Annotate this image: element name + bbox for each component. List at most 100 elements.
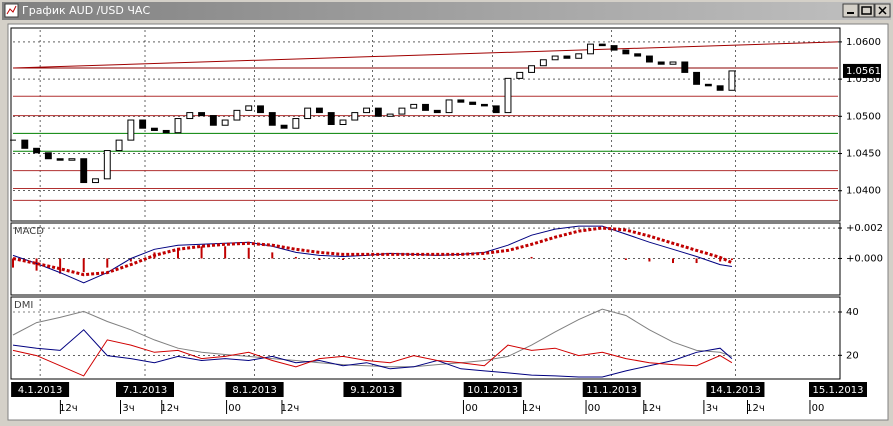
maximize-button[interactable] [858,3,875,18]
candle [44,152,52,160]
candle [704,83,712,87]
candle [551,55,559,61]
date-label: 14.1.2013 [710,385,761,396]
date-label: 4.1.2013 [18,385,63,396]
candle [127,119,135,141]
hour-label: 00 [812,403,825,414]
hour-label: 12ч [281,403,300,414]
candle [198,112,206,117]
y-tick-label: 1.0600 [846,37,881,48]
minimize-button[interactable] [842,3,859,18]
y-tick-label: 1.0500 [846,111,881,122]
candle [339,119,347,125]
candle [68,158,76,161]
candle [257,105,264,114]
candle [315,107,323,114]
candle [186,112,194,120]
candle [410,103,418,109]
candle [80,158,88,184]
candle [221,119,229,126]
hour-label: 12ч [522,403,541,414]
date-label-box [706,382,765,397]
hour-label: 12ч [746,403,765,414]
y-tick-label: 1.0400 [846,186,881,197]
candle [480,103,488,107]
title-bar [2,2,891,20]
window-icon-glyph [6,5,17,15]
candle [445,99,453,114]
candle [327,112,335,126]
candle [233,109,241,121]
indicator-line [12,226,733,277]
candle [398,107,406,115]
candle [150,127,158,131]
indicator-line [12,329,733,378]
candle [693,71,701,85]
candle [469,101,477,105]
candle [492,105,500,114]
candle [610,45,618,51]
hour-label: 00 [465,403,478,414]
candle [292,118,300,129]
candle [363,107,371,114]
y-tick-label: 1.0550 [846,74,881,85]
date-label: 15.1.2013 [813,385,864,396]
candle [539,59,547,67]
candle [645,55,653,63]
candle [374,107,382,117]
panel-frame [10,27,841,222]
hour-label: 3ч [706,403,718,414]
hour-label: 12ч [642,403,661,414]
y-tick-label: +0.002 [846,223,883,234]
candle [386,113,394,117]
candle [634,53,642,57]
window-title: График AUD /USD ЧАС [22,4,150,17]
candle [33,147,41,154]
candle [528,65,536,73]
candle [622,49,630,55]
candle [457,99,465,103]
hour-label: 00 [588,403,601,414]
candle [209,115,217,126]
candle [162,129,170,134]
hour-label: 12ч [59,403,78,414]
candle [728,70,736,91]
candle [280,124,288,129]
date-label: 10.1.2013 [467,385,518,396]
candle [268,112,276,126]
candle [115,139,123,152]
y-tick-label: 40 [846,307,859,318]
chart-area [7,23,889,421]
date-label: 8.1.2013 [232,385,277,396]
date-label: 7.1.2013 [123,385,168,396]
candle [575,53,583,59]
hour-label: 00 [228,403,241,414]
candle [422,103,429,111]
candle [681,61,689,73]
candle [103,150,111,180]
panel-frame [10,296,841,380]
date-label-box [225,382,284,397]
candle [56,158,64,161]
candle [351,112,359,121]
candle [669,61,677,65]
close-button[interactable] [874,3,891,18]
candle [21,139,29,149]
panel-label: DMI [14,300,33,311]
date-label-box [116,382,174,397]
date-label-box [463,382,522,397]
candle [716,85,724,91]
candle [587,43,594,55]
date-label-box [582,382,641,397]
current-price-label: 1.0561 [846,66,881,77]
date-label: 9.1.2013 [350,385,395,396]
date-label-box [809,382,867,397]
date-label-box [11,382,70,397]
candle [245,105,253,111]
candle [304,107,312,120]
trend-line [12,41,839,69]
panel-frame [10,222,841,296]
hour-label: 3ч [122,403,134,414]
